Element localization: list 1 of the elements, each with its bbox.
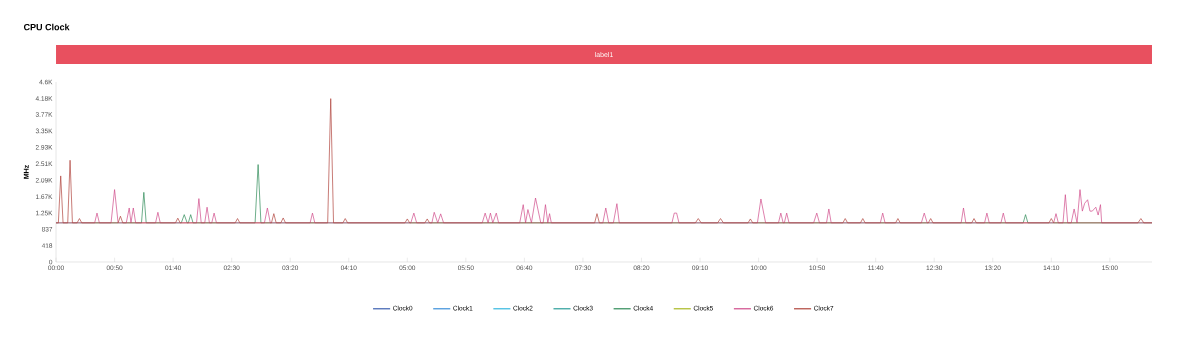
chart-title: CPU Clock	[23, 23, 70, 31]
